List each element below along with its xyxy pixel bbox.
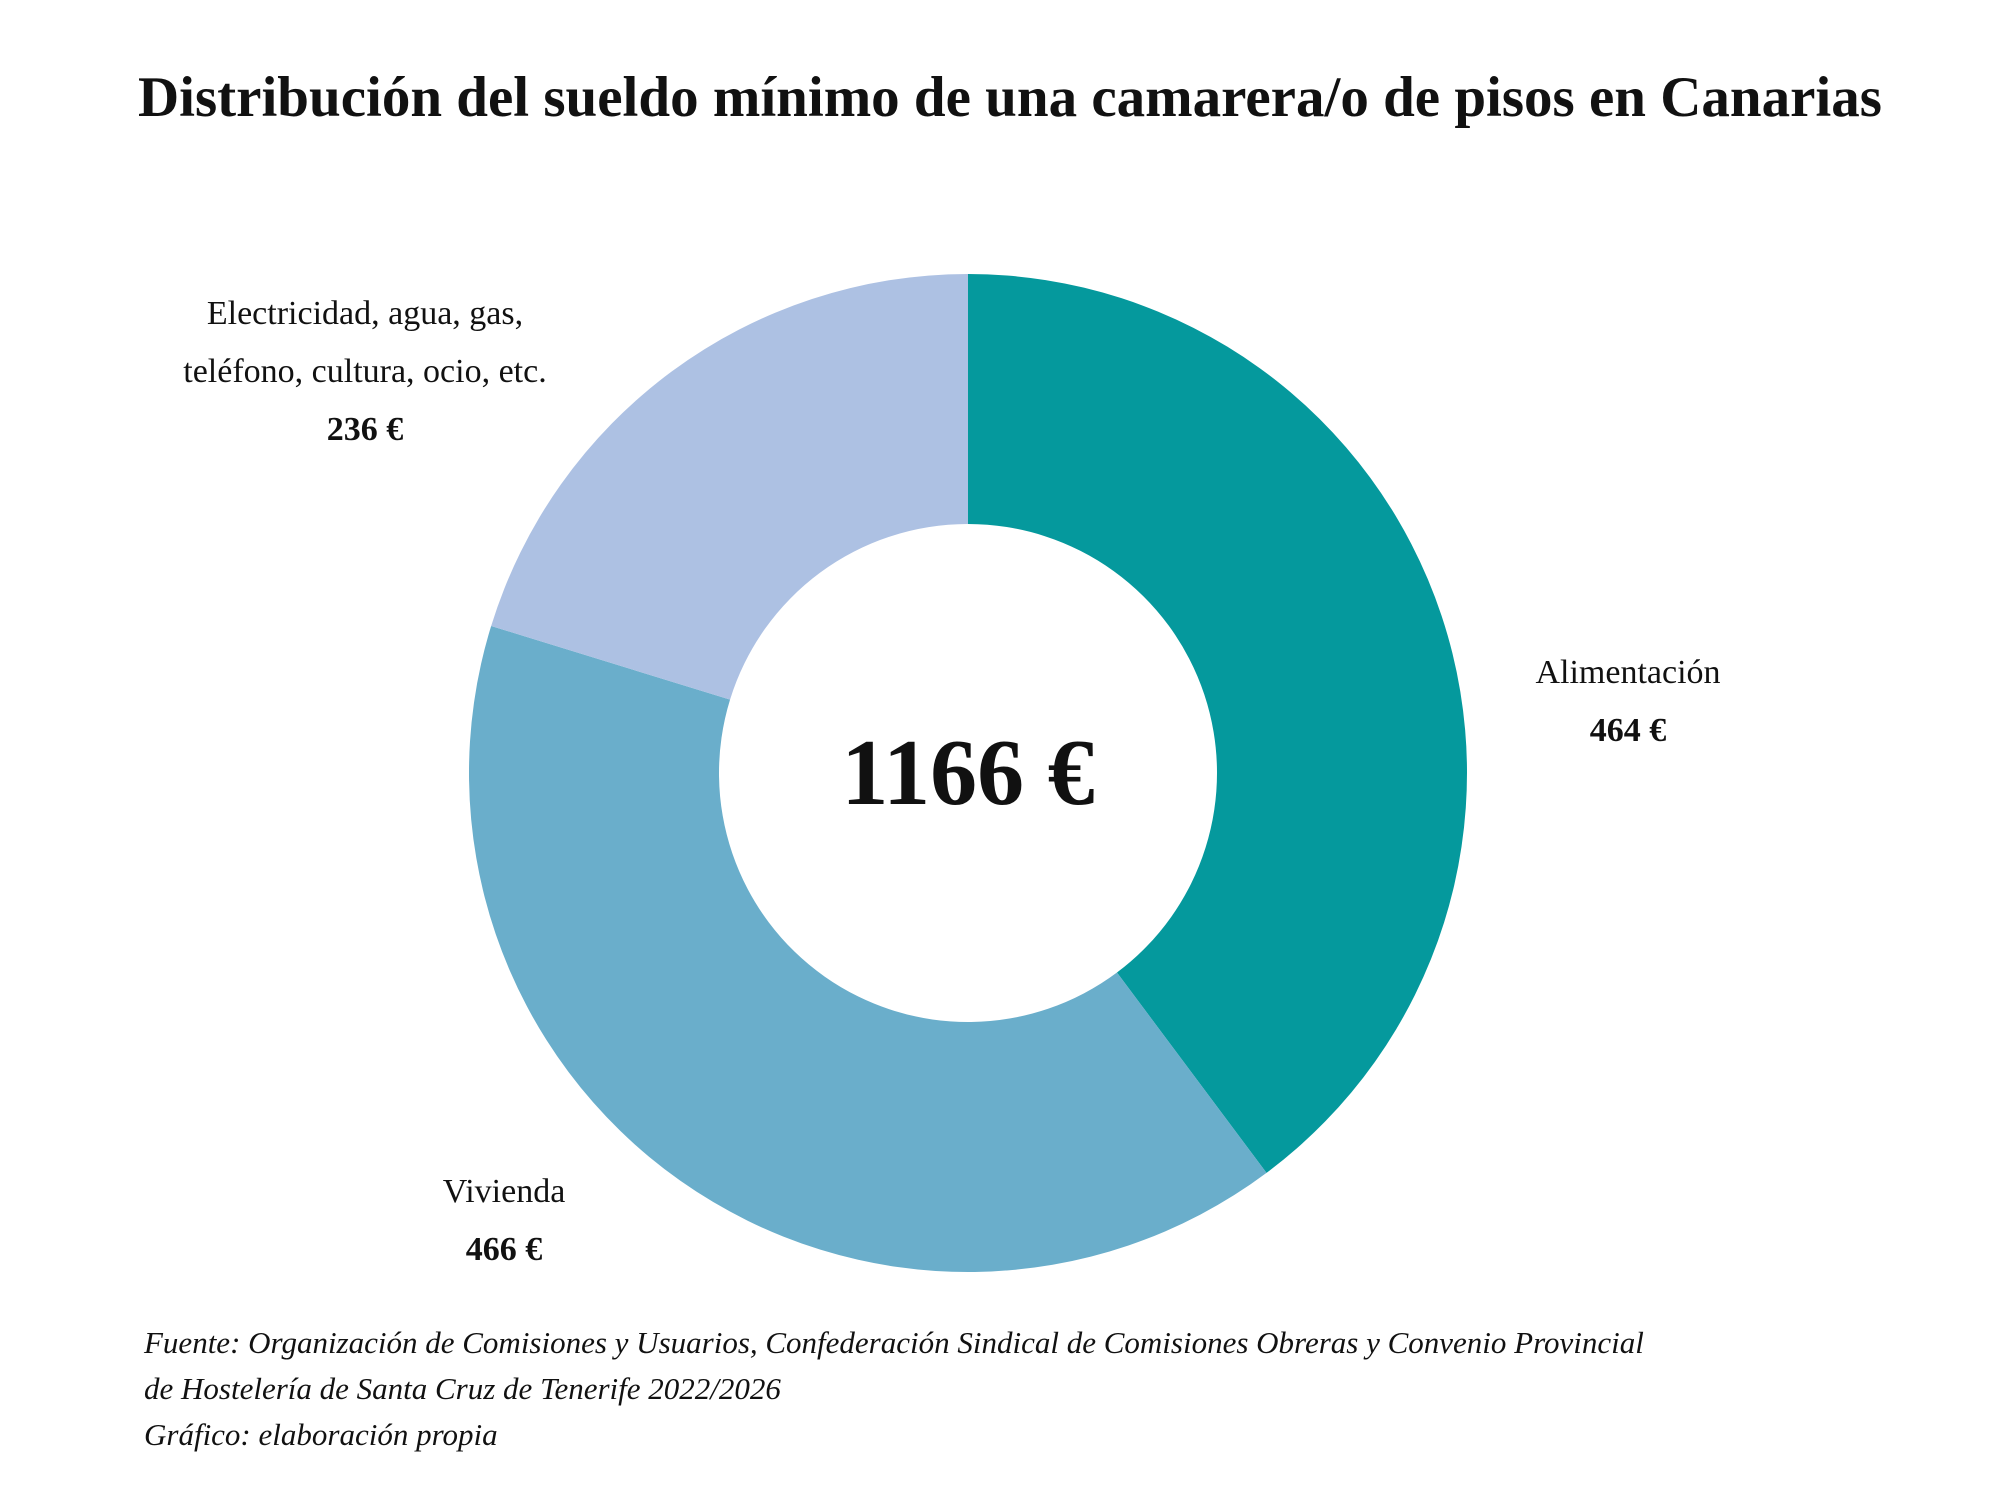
label-alimentacion: Alimentación 464 €: [1535, 644, 1720, 760]
total-label: 1166 €: [841, 721, 1095, 825]
chart-title: Distribución del sueldo mínimo de una ca…: [138, 66, 1882, 129]
footer: Fuente: Organización de Comisiones y Usu…: [144, 1320, 1644, 1458]
source-line-1: Fuente: Organización de Comisiones y Usu…: [144, 1325, 1644, 1360]
donut-slice-alimentacion: [968, 274, 1467, 1173]
label-vivienda: Vivienda 466 €: [443, 1163, 566, 1279]
label-alimentacion-text: Alimentación: [1535, 654, 1721, 691]
donut-slice-electricidad: [491, 274, 968, 700]
value-vivienda: 466 €: [465, 1231, 543, 1268]
credit-line: Gráfico: elaboración propia: [144, 1417, 498, 1452]
label-electricidad: Electricidad, agua, gas, teléfono, cultu…: [183, 285, 546, 459]
label-electricidad-line1: Electricidad, agua, gas,: [206, 295, 524, 332]
value-alimentacion: 464 €: [1589, 712, 1667, 749]
source-line-2: de Hostelería de Santa Cruz de Tenerife …: [144, 1371, 781, 1406]
label-vivienda-text: Vivienda: [442, 1173, 566, 1210]
label-electricidad-line2: teléfono, cultura, ocio, etc.: [183, 353, 547, 390]
donut-slice-vivienda: [468, 625, 1267, 1272]
value-electricidad: 236 €: [326, 411, 404, 448]
